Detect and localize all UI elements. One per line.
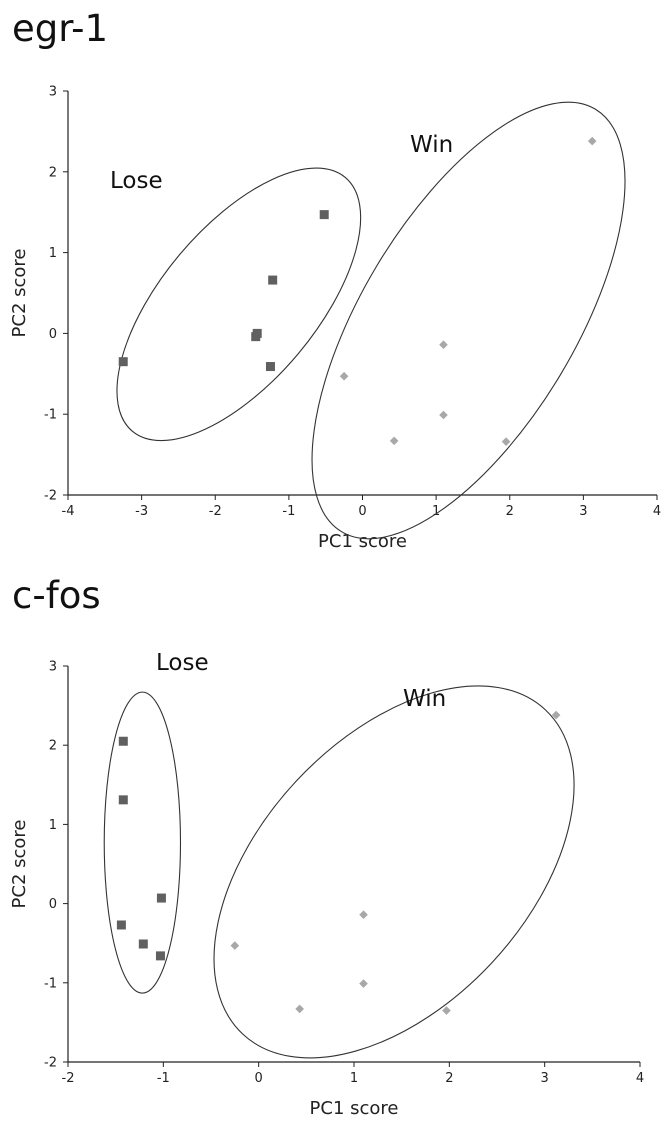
data-point-lose bbox=[268, 275, 278, 285]
data-point-lose bbox=[116, 920, 126, 930]
data-point-lose bbox=[118, 357, 128, 367]
data-point-lose bbox=[138, 939, 148, 949]
x-tick-label: 4 bbox=[636, 1071, 644, 1086]
y-tick-label: 0 bbox=[49, 897, 57, 912]
data-point-win bbox=[230, 941, 240, 950]
x-tick-label: -2 bbox=[62, 1071, 75, 1086]
group-label-win: Win bbox=[410, 132, 453, 158]
data-point-lose bbox=[319, 210, 329, 220]
y-tick-label: -2 bbox=[44, 1056, 57, 1071]
x-tick-label: -1 bbox=[157, 1071, 170, 1086]
x-axis-label: PC1 score bbox=[310, 1098, 399, 1119]
group-label-win: Win bbox=[403, 686, 446, 712]
y-tick-label: 3 bbox=[49, 85, 57, 100]
y-tick-label: 0 bbox=[49, 327, 57, 342]
y-tick-label: 3 bbox=[49, 660, 57, 675]
y-tick-label: 2 bbox=[49, 739, 57, 754]
chart-title: egr-1 bbox=[12, 7, 108, 50]
x-axis-label: PC1 score bbox=[318, 531, 407, 552]
y-tick-label: -1 bbox=[44, 408, 57, 423]
data-point-win bbox=[295, 1004, 304, 1014]
y-tick-label: 1 bbox=[49, 246, 57, 261]
scatter-plot-egr1: -4 -3 -2 -1 0 1 2 3 4 -2 -1 0 1 2 3 PC1 score PC2 score L… bbox=[9, 85, 661, 553]
x-tick-label: 0 bbox=[255, 1071, 263, 1086]
data-point-lose bbox=[118, 736, 128, 746]
cluster-ellipse-win bbox=[213, 685, 575, 1059]
group-label-lose: Lose bbox=[156, 650, 209, 676]
x-tick-label: -3 bbox=[135, 504, 148, 519]
chart-title: c-fos bbox=[12, 574, 101, 617]
data-point-lose bbox=[252, 328, 262, 338]
data-point-lose bbox=[155, 951, 165, 961]
data-point-lose bbox=[265, 362, 275, 372]
data-point-win bbox=[442, 1006, 451, 1015]
y-tick-label: -2 bbox=[44, 489, 57, 504]
chart-panel-egr1: egr-1 -4 -3 -2 -1 0 1 2 3 4 -2 -1 0 1 2 3 PC1 score PC2 … bbox=[9, 7, 661, 553]
x-tick-label: 2 bbox=[506, 504, 514, 519]
data-point-win bbox=[339, 371, 349, 381]
x-tick-label: -4 bbox=[62, 504, 75, 519]
data-point-win bbox=[501, 437, 511, 446]
x-tick-label: 0 bbox=[358, 504, 366, 519]
x-tick-label: 3 bbox=[579, 504, 587, 519]
data-point-win bbox=[359, 979, 368, 988]
x-tick-label: -1 bbox=[282, 504, 295, 519]
y-tick-label: -1 bbox=[44, 976, 57, 991]
y-axis-label: PC2 score bbox=[9, 249, 30, 338]
y-axis-label: PC2 score bbox=[9, 820, 30, 909]
scatter-plot-cfos: -2 -1 0 1 2 3 4 -2 -1 0 1 2 3 PC1 score PC2 score Lose W… bbox=[9, 650, 644, 1119]
data-point-win bbox=[439, 340, 448, 350]
x-tick-label: 1 bbox=[350, 1071, 358, 1086]
x-tick-label: 3 bbox=[541, 1071, 549, 1086]
x-tick-label: 2 bbox=[445, 1071, 453, 1086]
x-tick-label: -2 bbox=[209, 504, 222, 519]
x-tick-label: 4 bbox=[653, 504, 661, 519]
cluster-ellipse-lose bbox=[103, 691, 182, 994]
x-tick-label: 1 bbox=[432, 504, 440, 519]
data-point-win bbox=[439, 410, 448, 420]
data-point-win bbox=[389, 436, 399, 446]
y-tick-label: 2 bbox=[49, 165, 57, 180]
cluster-ellipse-lose bbox=[116, 167, 362, 442]
y-tick-label: 1 bbox=[49, 818, 57, 833]
data-point-lose bbox=[156, 893, 166, 903]
data-point-lose bbox=[118, 795, 128, 805]
data-point-win bbox=[359, 910, 368, 919]
data-point-win bbox=[587, 136, 597, 146]
chart-panel-cfos: c-fos -2 -1 0 1 2 3 4 -2 -1 0 1 2 3 PC1 score PC2 scor… bbox=[0, 562, 672, 1124]
group-label-lose: Lose bbox=[110, 168, 163, 194]
cluster-ellipse-win bbox=[311, 101, 626, 540]
